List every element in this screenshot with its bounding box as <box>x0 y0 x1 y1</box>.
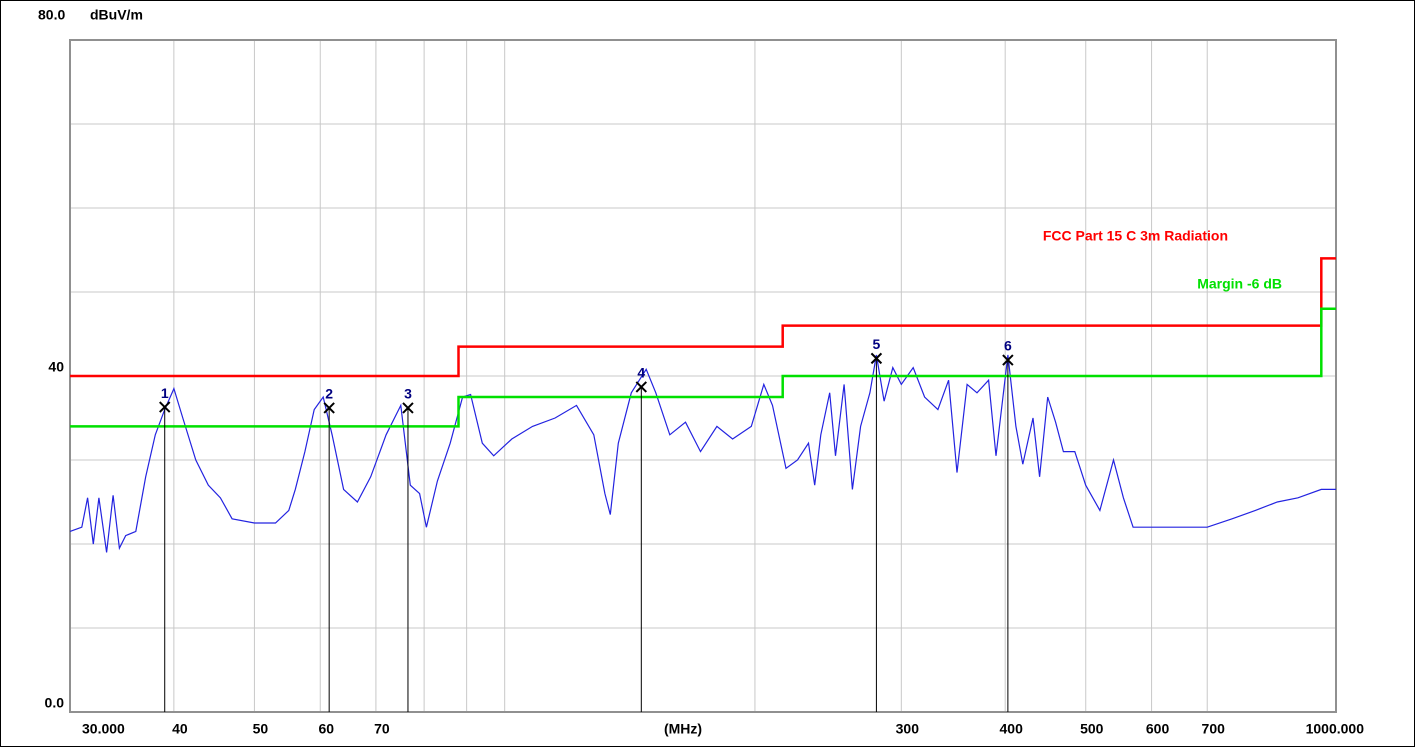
x-tick-label: 50 <box>253 721 269 737</box>
marker-label: 2 <box>325 386 333 402</box>
marker <box>323 402 335 414</box>
y-tick-label: 0.0 <box>45 695 65 711</box>
series-line <box>70 307 1336 428</box>
marker <box>402 402 414 414</box>
marker <box>159 401 171 413</box>
marker-label: 4 <box>637 365 645 381</box>
marker <box>1002 354 1014 366</box>
marker-label: 5 <box>873 336 881 352</box>
x-tick-label: 300 <box>896 721 920 737</box>
x-tick-label: 600 <box>1146 721 1170 737</box>
marker <box>635 381 648 393</box>
x-tick-label: 40 <box>172 721 188 737</box>
x-axis-label: (MHz) <box>664 721 702 737</box>
marker-label: 6 <box>1004 338 1012 354</box>
x-tick-label: 1000.000 <box>1306 721 1365 737</box>
x-tick-label: 400 <box>1000 721 1024 737</box>
x-tick-label: 500 <box>1080 721 1104 737</box>
marker <box>870 352 883 365</box>
x-tick-label: 60 <box>318 721 334 737</box>
y-tick-label: 80.0 <box>38 7 65 23</box>
x-tick-label: 700 <box>1202 721 1226 737</box>
x-tick-label: 70 <box>374 721 390 737</box>
legend-label: FCC Part 15 C 3m Radiation <box>1043 228 1228 244</box>
marker-label: 3 <box>404 386 412 402</box>
y-tick-label: 40 <box>48 359 64 375</box>
marker-label: 1 <box>161 385 169 401</box>
x-tick-label: 30.000 <box>82 721 125 737</box>
legend-label: Margin -6 dB <box>1197 276 1282 292</box>
y-axis-label: dBuV/m <box>90 7 143 23</box>
series-line <box>70 257 1336 378</box>
series-line <box>69 354 1336 553</box>
